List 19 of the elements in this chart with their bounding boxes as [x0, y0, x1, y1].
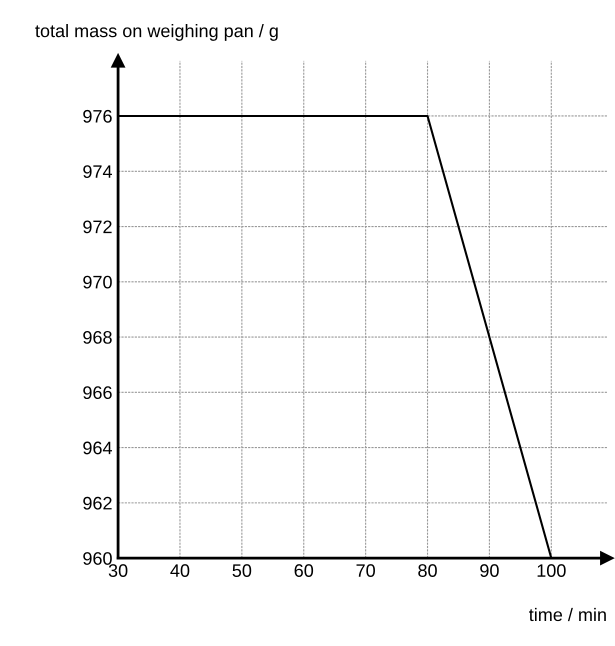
x-tick-label: 70 [356, 564, 375, 577]
y-tick-label: 962 [83, 496, 112, 510]
x-tick-label: 40 [170, 564, 190, 577]
x-tick-label: 80 [418, 564, 437, 577]
y-axis-title: total mass on weighing pan / g [35, 24, 278, 41]
x-tick-label: 60 [294, 564, 314, 577]
y-tick-label: 966 [83, 386, 112, 400]
y-tick-label: 970 [83, 276, 112, 289]
x-tick-label: 100 [538, 564, 566, 577]
y-tick-label: 964 [83, 442, 112, 454]
y-tick-label: 960 [83, 552, 112, 565]
x-axis-title: time / min [529, 608, 606, 622]
y-tick-label: 974 [83, 165, 112, 178]
y-tick-label: 968 [83, 331, 112, 344]
x-tick-label: 30 [108, 564, 128, 577]
x-tick-label: 90 [480, 564, 499, 577]
y-tick-label: 976 [83, 110, 112, 123]
x-tick-label: 50 [232, 564, 252, 577]
y-tick-label: 972 [83, 220, 112, 234]
